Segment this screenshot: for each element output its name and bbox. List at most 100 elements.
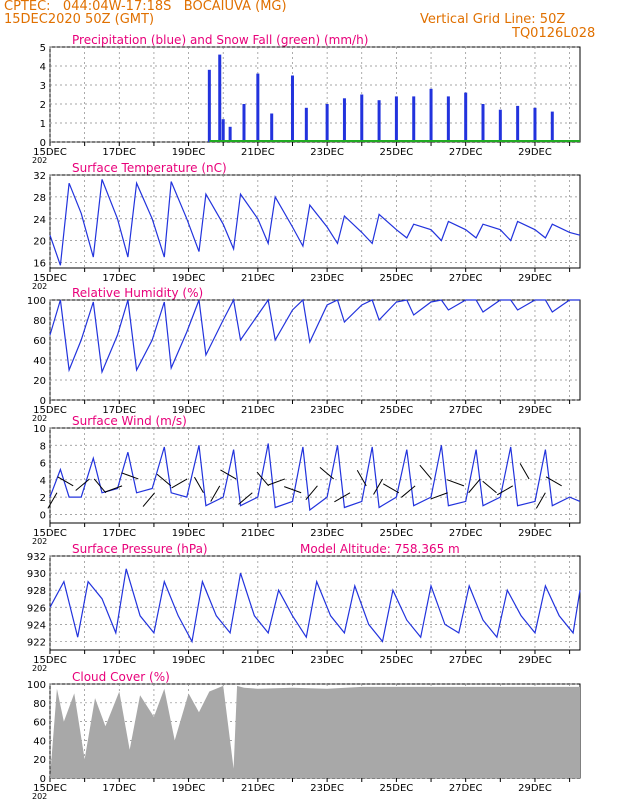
x-tick-label: 21DEC <box>241 147 275 158</box>
x-tick-label: 21DEC <box>241 655 275 666</box>
x-tick-label: 21DEC <box>241 783 275 794</box>
precip-bar <box>360 94 364 142</box>
series-line-wind <box>49 443 581 512</box>
y-tick-label: 6 <box>40 459 46 470</box>
x-tick-label: 15DEC <box>33 405 67 416</box>
x-tick-label: 29DEC <box>518 147 552 158</box>
year-stub: 202 <box>32 537 47 546</box>
precip-bar <box>481 104 485 142</box>
x-tick-label: 29DEC <box>518 273 552 284</box>
run-date: 15DEC2020 50Z (GMT) <box>4 12 155 27</box>
x-tick-label: 15DEC <box>33 273 67 284</box>
y-tick-label: 930 <box>27 569 46 580</box>
precip-bar <box>429 88 433 142</box>
wind-arrow <box>319 467 335 480</box>
wind-arrow <box>401 485 416 498</box>
wind-arrow <box>104 485 123 493</box>
x-tick-label: 19DEC <box>172 655 206 666</box>
wind-arrow <box>47 492 58 509</box>
y-tick-label: 20 <box>33 376 46 387</box>
y-tick-label: 926 <box>27 603 46 614</box>
y-tick-label: 4 <box>40 476 46 487</box>
x-tick-label: 29DEC <box>518 528 552 539</box>
wind-arrow <box>256 471 269 487</box>
y-tick-label: 2 <box>40 493 46 504</box>
precip-bar <box>446 96 450 142</box>
year-stub: 202 <box>32 664 47 673</box>
wind-arrow <box>220 469 237 480</box>
wind-arrow <box>519 463 530 480</box>
precip-bar <box>218 54 222 142</box>
panel-title: Cloud Cover (%) <box>72 670 170 684</box>
panel-cloud: 0 20 40 60 80 100 15DEC 17DEC 19DEC 21DEC 23DEC 25D… <box>27 670 581 800</box>
year-stub: 202 <box>32 414 47 423</box>
panel-title: Precipitation (blue) and Snow Fall (gree… <box>72 33 368 47</box>
wind-arrow <box>57 476 74 487</box>
precip-bar <box>242 104 246 142</box>
year-stub: 202 <box>32 792 47 800</box>
y-tick-label: 924 <box>27 620 46 631</box>
x-tick-label: 23DEC <box>310 273 344 284</box>
wind-arrow <box>267 478 286 486</box>
wind-arrow <box>210 485 221 502</box>
y-tick-label: 20 <box>33 237 46 248</box>
panel-precip: 0 1 2 3 4 5 15DEC 17DEC 19DEC 21DEC 23DEC 25DEC 27DE… <box>32 33 581 165</box>
x-tick-label: 17DEC <box>102 528 136 539</box>
x-tick-label: 25DEC <box>380 147 414 158</box>
precip-bar <box>256 73 260 142</box>
wind-arrow <box>446 479 465 487</box>
x-tick-label: 23DEC <box>310 528 344 539</box>
precip-bar <box>342 98 346 142</box>
y-tick-label: 60 <box>33 336 46 347</box>
y-tick-label: 5 <box>40 43 46 54</box>
y-tick-label: 28 <box>33 193 46 204</box>
wind-arrow <box>93 478 107 494</box>
x-tick-label: 25DEC <box>380 528 414 539</box>
x-tick-label: 27DEC <box>449 405 483 416</box>
y-tick-label: 2 <box>40 100 46 111</box>
wind-arrow <box>334 492 351 503</box>
x-tick-label: 17DEC <box>102 783 136 794</box>
x-tick-label: 29DEC <box>518 783 552 794</box>
series-line-pres <box>49 568 581 644</box>
wind-arrow <box>430 492 448 500</box>
x-tick-label: 23DEC <box>310 147 344 158</box>
x-tick-label: 21DEC <box>241 273 275 284</box>
precip-bar <box>516 105 520 142</box>
wind-arrow <box>171 478 188 489</box>
x-tick-label: 15DEC <box>33 655 67 666</box>
x-tick-label: 21DEC <box>241 528 275 539</box>
x-tick-label: 29DEC <box>518 405 552 416</box>
x-tick-label: 15DEC <box>33 147 67 158</box>
y-tick-label: 60 <box>33 718 46 729</box>
series-line-rh <box>49 298 580 375</box>
y-tick-label: 0 <box>40 774 46 785</box>
x-tick-label: 19DEC <box>172 528 206 539</box>
x-tick-label: 27DEC <box>449 147 483 158</box>
series-line-temp <box>49 179 581 266</box>
wind-arrow <box>156 473 172 487</box>
x-tick-label: 23DEC <box>310 655 344 666</box>
wind-arrow <box>194 476 204 494</box>
x-tick-label: 27DEC <box>449 528 483 539</box>
y-tick-label: 10 <box>33 424 46 435</box>
x-tick-label: 25DEC <box>380 655 414 666</box>
wind-arrow <box>496 485 514 496</box>
precip-bar <box>325 104 329 142</box>
y-tick-label: 40 <box>33 356 46 367</box>
precip-bar <box>394 96 398 142</box>
x-tick-label: 21DEC <box>241 405 275 416</box>
y-tick-label: 80 <box>33 699 46 710</box>
panel-title: Relative Humidity (%) <box>72 286 203 300</box>
y-tick-label: 24 <box>33 215 46 226</box>
precip-bar <box>207 69 211 142</box>
wind-arrow <box>382 483 400 494</box>
wind-arrow <box>373 478 383 495</box>
y-tick-label: 932 <box>27 552 46 563</box>
y-tick-label: 32 <box>33 171 46 182</box>
year-stub: 202 <box>32 156 47 165</box>
precip-bar <box>377 100 381 142</box>
x-tick-label: 17DEC <box>102 405 136 416</box>
